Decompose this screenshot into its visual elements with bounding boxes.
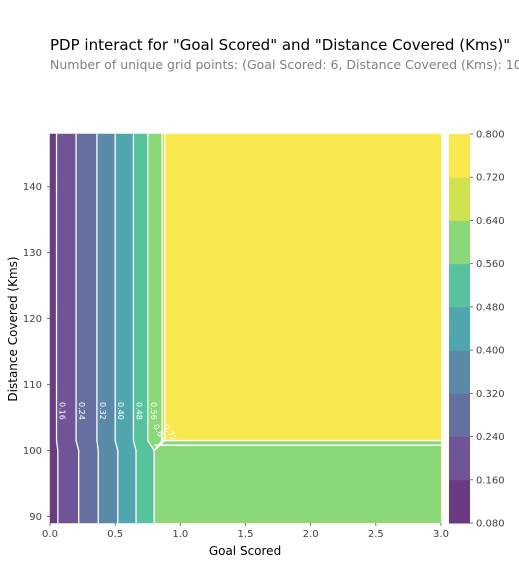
- colorbar-swatch: [449, 436, 470, 481]
- y-axis-label: Distance Covered (Kms): [6, 256, 20, 401]
- colorbar-tick-label: 0.080: [476, 519, 505, 530]
- region-lower-green: [154, 440, 441, 523]
- colorbar: 0.080 0.160 0.240 0.320 0.400 0.480 0.560 0.640…: [449, 130, 505, 530]
- y-tick-label: 140: [23, 182, 42, 193]
- colorbar-swatch: [449, 220, 470, 265]
- colorbar-tick-label: 0.480: [476, 302, 505, 313]
- contour-plot-area: [49, 133, 442, 524]
- colorbar-tick-label: 0.720: [476, 173, 505, 184]
- colorbar-swatch: [449, 177, 470, 221]
- colorbar-tick-label: 0.320: [476, 389, 505, 400]
- y-tick-label: 90: [29, 512, 42, 523]
- contour-line-0: [55, 134, 59, 523]
- colorbar-tick-label: 0.400: [476, 346, 505, 357]
- x-tick-label: 0.5: [107, 529, 123, 540]
- contour-line-1: [75, 134, 80, 523]
- contour-label-0.56: 0.56: [149, 402, 158, 420]
- colorbar-swatch: [449, 393, 470, 438]
- x-axis-label: Goal Scored: [209, 544, 281, 558]
- contour-band-1: [56, 133, 79, 524]
- colorbar-swatch: [449, 350, 470, 394]
- contour-label-0.16: 0.16: [58, 402, 67, 420]
- colorbar-swatch: [449, 134, 470, 178]
- y-tick-label: 100: [23, 446, 42, 457]
- x-tick-label: 1.0: [172, 529, 188, 540]
- x-tick-label: 2.0: [303, 529, 319, 540]
- y-tick-label: 130: [23, 248, 42, 259]
- contour-band-2: [75, 133, 99, 524]
- colorbar-tick-label: 0.640: [476, 216, 505, 227]
- contour-label-0.48: 0.48: [134, 402, 143, 420]
- x-tick-label: 3.0: [433, 529, 449, 540]
- colorbar-tick-label: 0.240: [476, 432, 505, 443]
- y-tick-label: 120: [23, 314, 42, 325]
- contour-labels: 0.16 0.24 0.32 0.40 0.48 0.560.640.72: [58, 402, 179, 443]
- colorbar-tick-label: 0.160: [476, 475, 505, 486]
- x-tick-label: 0.0: [42, 529, 58, 540]
- contour-line-3: [114, 134, 119, 523]
- region-upper-yellow: [164, 134, 441, 441]
- colorbar-tick-label: 0.560: [476, 259, 505, 270]
- colorbar-swatch: [449, 263, 470, 308]
- colorbar-swatch: [449, 306, 470, 351]
- contour-label-0.32: 0.32: [98, 402, 107, 420]
- chart-subtitle: Number of unique grid points: (Goal Scor…: [50, 57, 519, 72]
- y-tick-label: 110: [23, 380, 42, 391]
- colorbar-tick-label: 0.800: [476, 130, 505, 141]
- chart-title: PDP interact for "Goal Scored" and "Dist…: [50, 36, 511, 54]
- axes: 0.0 0.5 1.0 1.5 2.0 2.5 3.0 90 100 110 120 130 140: [23, 182, 449, 540]
- contour-label-0.24: 0.24: [77, 402, 86, 420]
- colorbar-swatch: [449, 479, 470, 524]
- contour-line-4: [132, 134, 137, 523]
- contour-line-2: [96, 134, 99, 523]
- contour-label-0.40: 0.40: [116, 402, 125, 420]
- contour-lines: [55, 134, 441, 523]
- x-tick-label: 2.5: [368, 529, 384, 540]
- x-tick-label: 1.5: [238, 529, 254, 540]
